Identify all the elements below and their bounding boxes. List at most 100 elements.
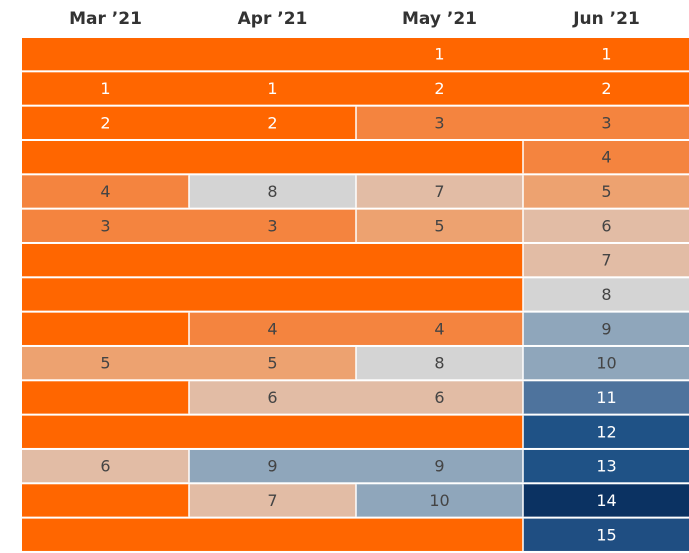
column-header: Jun ’21 xyxy=(572,9,640,29)
cell-value: 9 xyxy=(267,457,277,476)
cell xyxy=(22,140,189,174)
cell xyxy=(523,381,689,414)
cell-value: 4 xyxy=(434,319,444,338)
cell-value: 4 xyxy=(267,319,277,338)
cell xyxy=(356,518,523,551)
cell xyxy=(356,38,523,71)
cell xyxy=(189,278,356,311)
cell xyxy=(523,346,689,380)
cell xyxy=(189,381,356,414)
cell-value: 6 xyxy=(100,457,110,476)
column-header: Mar ’21 xyxy=(69,9,142,29)
cell-value: 12 xyxy=(596,422,616,441)
cell-value: 4 xyxy=(601,148,611,167)
cell-value: 6 xyxy=(601,216,611,235)
cell-value: 4 xyxy=(100,182,110,201)
cell-value: 6 xyxy=(434,388,444,407)
cell xyxy=(189,106,356,139)
cell-value: 5 xyxy=(100,354,110,373)
cell-value: 10 xyxy=(429,491,449,510)
cell xyxy=(22,243,189,277)
cell-value: 2 xyxy=(601,79,611,98)
cell xyxy=(189,415,356,448)
cell xyxy=(189,175,356,208)
cell xyxy=(356,72,523,105)
cell xyxy=(189,209,356,242)
cell xyxy=(22,175,189,208)
cell xyxy=(356,312,523,345)
cell xyxy=(356,175,523,208)
cell xyxy=(189,312,356,345)
cell-value: 3 xyxy=(267,216,277,235)
cell-value: 2 xyxy=(267,113,277,132)
cell-value: 7 xyxy=(267,491,277,510)
cell-value: 1 xyxy=(434,45,444,64)
column-header: Apr ’21 xyxy=(238,9,308,29)
cell xyxy=(22,484,189,517)
cell-value: 5 xyxy=(601,182,611,201)
cell xyxy=(22,38,189,71)
cell xyxy=(356,278,523,311)
cell-value: 6 xyxy=(267,388,277,407)
cell-value: 3 xyxy=(100,216,110,235)
cell xyxy=(189,518,356,551)
cell xyxy=(22,278,189,311)
cell xyxy=(356,484,523,517)
cell xyxy=(523,484,689,517)
cell xyxy=(22,449,189,483)
cell xyxy=(523,175,689,208)
cell xyxy=(523,38,689,71)
cell-value: 3 xyxy=(601,113,611,132)
cell xyxy=(22,346,189,380)
cell xyxy=(523,312,689,345)
cell xyxy=(356,381,523,414)
cell-value: 14 xyxy=(596,491,616,510)
cell xyxy=(189,449,356,483)
cell-value: 9 xyxy=(434,457,444,476)
cell xyxy=(189,243,356,277)
cell xyxy=(523,518,689,551)
cell-value: 2 xyxy=(434,79,444,98)
cell xyxy=(356,243,523,277)
cell-value: 10 xyxy=(596,354,616,373)
cell-value: 9 xyxy=(601,319,611,338)
cell-value: 5 xyxy=(434,216,444,235)
cell xyxy=(189,346,356,380)
cell xyxy=(356,449,523,483)
cell-value: 3 xyxy=(434,113,444,132)
cell xyxy=(189,140,356,174)
cell xyxy=(189,484,356,517)
cell-value: 8 xyxy=(434,354,444,373)
cell-value: 1 xyxy=(267,79,277,98)
cell xyxy=(22,312,189,345)
cell xyxy=(356,209,523,242)
cell-value: 5 xyxy=(267,354,277,373)
cell xyxy=(22,209,189,242)
cell xyxy=(22,381,189,414)
cell-value: 8 xyxy=(267,182,277,201)
cell-value: 8 xyxy=(601,285,611,304)
cell xyxy=(523,106,689,139)
cell xyxy=(356,346,523,380)
cell-value: 1 xyxy=(601,45,611,64)
cell xyxy=(523,209,689,242)
cell-value: 1 xyxy=(100,79,110,98)
cell xyxy=(523,449,689,483)
cell-value: 7 xyxy=(434,182,444,201)
cell xyxy=(22,415,189,448)
cell xyxy=(523,243,689,277)
cell-value: 2 xyxy=(100,113,110,132)
cell-value: 11 xyxy=(596,388,616,407)
column-header: May ’21 xyxy=(402,9,477,29)
cell xyxy=(523,415,689,448)
cell-value: 7 xyxy=(601,251,611,270)
cell xyxy=(523,278,689,311)
cell xyxy=(356,106,523,139)
cell xyxy=(22,518,189,551)
cell xyxy=(356,415,523,448)
cell xyxy=(356,140,523,174)
cell xyxy=(22,106,189,139)
cell xyxy=(22,72,189,105)
